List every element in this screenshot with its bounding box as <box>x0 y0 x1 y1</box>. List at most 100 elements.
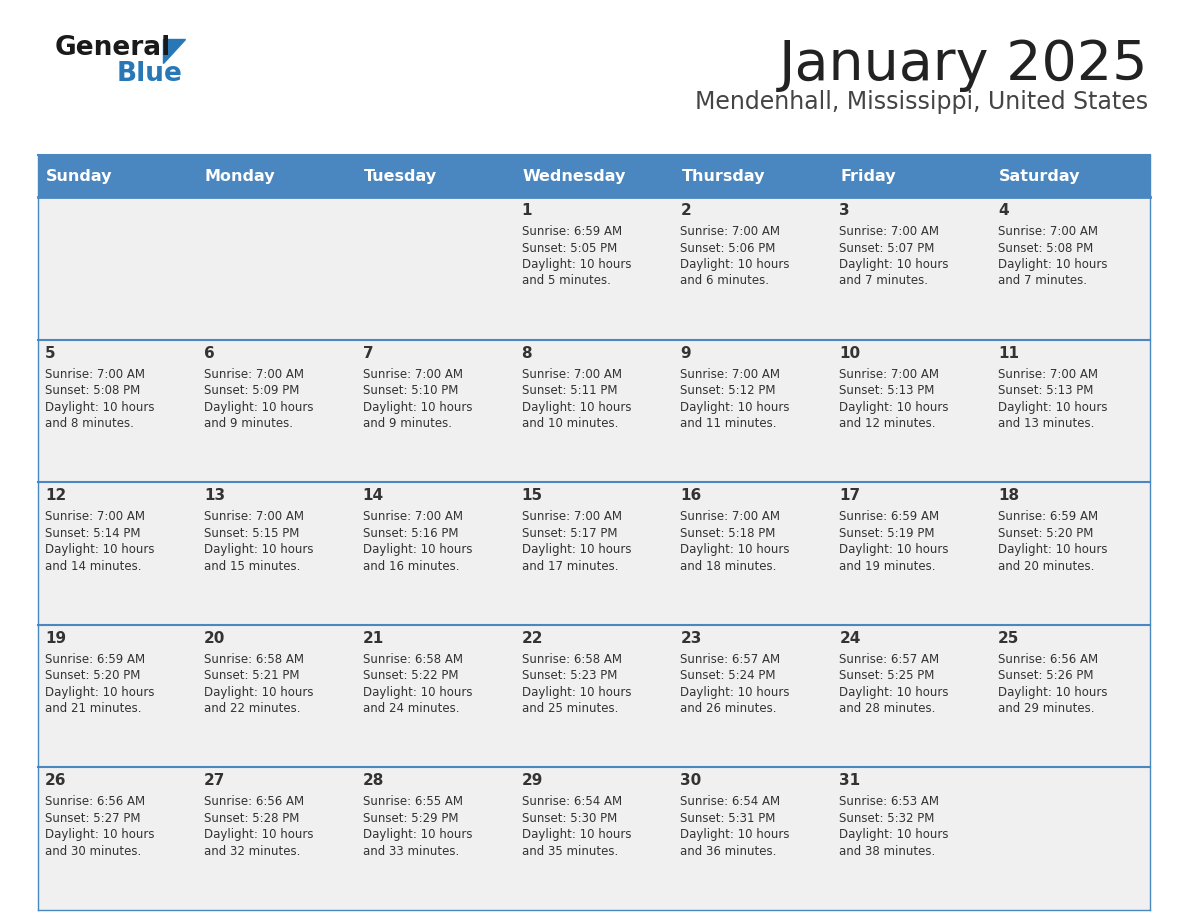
Text: 20: 20 <box>204 631 226 645</box>
Text: Daylight: 10 hours: Daylight: 10 hours <box>522 258 631 271</box>
Bar <box>197 155 355 197</box>
Text: Sunset: 5:23 PM: Sunset: 5:23 PM <box>522 669 617 682</box>
Text: Sunrise: 6:56 AM: Sunrise: 6:56 AM <box>204 795 304 809</box>
Text: Daylight: 10 hours: Daylight: 10 hours <box>681 258 790 271</box>
Text: and 18 minutes.: and 18 minutes. <box>681 560 777 573</box>
Text: 1: 1 <box>522 203 532 218</box>
Text: Sunset: 5:16 PM: Sunset: 5:16 PM <box>362 527 459 540</box>
Text: Sunrise: 7:00 AM: Sunrise: 7:00 AM <box>681 510 781 523</box>
Text: Sunrise: 6:59 AM: Sunrise: 6:59 AM <box>45 653 145 666</box>
Text: 10: 10 <box>839 345 860 361</box>
Text: Daylight: 10 hours: Daylight: 10 hours <box>839 543 949 556</box>
Bar <box>197 340 355 482</box>
Text: and 21 minutes.: and 21 minutes. <box>45 702 141 715</box>
Text: 13: 13 <box>204 488 225 503</box>
Text: Sunrise: 7:00 AM: Sunrise: 7:00 AM <box>45 367 145 381</box>
Text: 23: 23 <box>681 631 702 645</box>
Text: 7: 7 <box>362 345 373 361</box>
Text: Sunset: 5:10 PM: Sunset: 5:10 PM <box>362 384 459 397</box>
Bar <box>38 482 197 625</box>
Bar <box>833 340 991 482</box>
Bar <box>833 482 991 625</box>
Text: Sunset: 5:20 PM: Sunset: 5:20 PM <box>45 669 140 682</box>
Text: Daylight: 10 hours: Daylight: 10 hours <box>45 400 154 414</box>
Text: and 14 minutes.: and 14 minutes. <box>45 560 141 573</box>
Text: and 6 minutes.: and 6 minutes. <box>681 274 770 287</box>
Bar <box>674 155 833 197</box>
Text: Daylight: 10 hours: Daylight: 10 hours <box>998 543 1107 556</box>
Text: and 9 minutes.: and 9 minutes. <box>362 417 451 431</box>
Text: and 33 minutes.: and 33 minutes. <box>362 845 459 858</box>
Text: Sunset: 5:05 PM: Sunset: 5:05 PM <box>522 241 617 254</box>
Text: 2: 2 <box>681 203 691 218</box>
Bar <box>197 482 355 625</box>
Text: Sunrise: 7:00 AM: Sunrise: 7:00 AM <box>204 367 304 381</box>
Text: and 22 minutes.: and 22 minutes. <box>204 702 301 715</box>
Text: 9: 9 <box>681 345 691 361</box>
Text: and 13 minutes.: and 13 minutes. <box>998 417 1094 431</box>
Text: 5: 5 <box>45 345 56 361</box>
Bar <box>674 625 833 767</box>
Text: Sunset: 5:07 PM: Sunset: 5:07 PM <box>839 241 935 254</box>
Text: Daylight: 10 hours: Daylight: 10 hours <box>204 400 314 414</box>
Text: Sunrise: 7:00 AM: Sunrise: 7:00 AM <box>522 367 621 381</box>
Text: Daylight: 10 hours: Daylight: 10 hours <box>362 828 472 842</box>
Text: and 35 minutes.: and 35 minutes. <box>522 845 618 858</box>
Text: and 9 minutes.: and 9 minutes. <box>204 417 293 431</box>
Text: and 7 minutes.: and 7 minutes. <box>998 274 1087 287</box>
Text: Daylight: 10 hours: Daylight: 10 hours <box>681 686 790 699</box>
Bar <box>514 625 674 767</box>
Text: Sunset: 5:27 PM: Sunset: 5:27 PM <box>45 812 140 825</box>
Text: 18: 18 <box>998 488 1019 503</box>
Text: Sunset: 5:14 PM: Sunset: 5:14 PM <box>45 527 140 540</box>
Bar <box>674 767 833 910</box>
Text: 6: 6 <box>204 345 215 361</box>
Polygon shape <box>163 39 185 63</box>
Text: Mendenhall, Mississippi, United States: Mendenhall, Mississippi, United States <box>695 90 1148 114</box>
Text: Daylight: 10 hours: Daylight: 10 hours <box>839 258 949 271</box>
Bar <box>355 625 514 767</box>
Bar <box>991 625 1150 767</box>
Bar <box>38 155 197 197</box>
Text: Sunset: 5:28 PM: Sunset: 5:28 PM <box>204 812 299 825</box>
Text: 11: 11 <box>998 345 1019 361</box>
Text: Sunset: 5:32 PM: Sunset: 5:32 PM <box>839 812 935 825</box>
Text: Sunrise: 6:56 AM: Sunrise: 6:56 AM <box>45 795 145 809</box>
Text: Daylight: 10 hours: Daylight: 10 hours <box>522 400 631 414</box>
Text: Sunset: 5:30 PM: Sunset: 5:30 PM <box>522 812 617 825</box>
Text: Sunset: 5:12 PM: Sunset: 5:12 PM <box>681 384 776 397</box>
Text: Sunrise: 7:00 AM: Sunrise: 7:00 AM <box>998 367 1098 381</box>
Text: and 36 minutes.: and 36 minutes. <box>681 845 777 858</box>
Bar <box>991 482 1150 625</box>
Text: Daylight: 10 hours: Daylight: 10 hours <box>45 543 154 556</box>
Bar <box>38 767 197 910</box>
Text: and 26 minutes.: and 26 minutes. <box>681 702 777 715</box>
Text: Saturday: Saturday <box>999 169 1081 184</box>
Text: 22: 22 <box>522 631 543 645</box>
Text: Daylight: 10 hours: Daylight: 10 hours <box>522 543 631 556</box>
Text: 27: 27 <box>204 773 226 789</box>
Bar <box>514 482 674 625</box>
Text: Daylight: 10 hours: Daylight: 10 hours <box>681 828 790 842</box>
Text: Sunrise: 7:00 AM: Sunrise: 7:00 AM <box>998 225 1098 238</box>
Text: Sunset: 5:18 PM: Sunset: 5:18 PM <box>681 527 776 540</box>
Bar <box>355 767 514 910</box>
Text: and 5 minutes.: and 5 minutes. <box>522 274 611 287</box>
Text: Daylight: 10 hours: Daylight: 10 hours <box>681 400 790 414</box>
Text: and 12 minutes.: and 12 minutes. <box>839 417 936 431</box>
Text: 8: 8 <box>522 345 532 361</box>
Text: 3: 3 <box>839 203 849 218</box>
Text: Monday: Monday <box>204 169 276 184</box>
Text: Sunset: 5:22 PM: Sunset: 5:22 PM <box>362 669 459 682</box>
Bar <box>991 197 1150 340</box>
Text: Thursday: Thursday <box>682 169 765 184</box>
Text: Daylight: 10 hours: Daylight: 10 hours <box>45 686 154 699</box>
Text: Sunrise: 6:57 AM: Sunrise: 6:57 AM <box>839 653 940 666</box>
Text: and 29 minutes.: and 29 minutes. <box>998 702 1094 715</box>
Text: Sunrise: 6:58 AM: Sunrise: 6:58 AM <box>522 653 621 666</box>
Bar <box>833 767 991 910</box>
Text: Sunrise: 7:00 AM: Sunrise: 7:00 AM <box>362 367 462 381</box>
Text: Sunset: 5:21 PM: Sunset: 5:21 PM <box>204 669 299 682</box>
Text: Sunrise: 6:57 AM: Sunrise: 6:57 AM <box>681 653 781 666</box>
Text: Sunrise: 7:00 AM: Sunrise: 7:00 AM <box>839 367 940 381</box>
